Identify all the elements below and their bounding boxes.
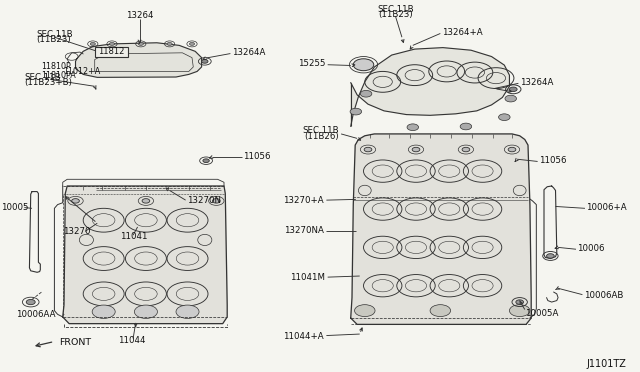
- Text: J1101TZ: J1101TZ: [586, 359, 626, 369]
- Circle shape: [460, 123, 472, 130]
- Circle shape: [355, 305, 375, 317]
- Text: (11B23+B): (11B23+B): [24, 78, 72, 87]
- Text: 15255: 15255: [298, 60, 325, 68]
- Text: 10006+A: 10006+A: [586, 203, 627, 212]
- FancyBboxPatch shape: [95, 46, 128, 57]
- Circle shape: [499, 114, 510, 121]
- Text: 11041M: 11041M: [290, 273, 325, 282]
- Text: 10006: 10006: [577, 244, 605, 253]
- Circle shape: [189, 42, 195, 45]
- Circle shape: [350, 108, 362, 115]
- Text: 11810PA: 11810PA: [42, 71, 76, 80]
- Circle shape: [430, 305, 451, 317]
- Circle shape: [212, 199, 220, 203]
- Circle shape: [109, 42, 115, 45]
- Circle shape: [516, 300, 524, 304]
- Text: SEC.11B: SEC.11B: [303, 126, 339, 135]
- Polygon shape: [76, 43, 202, 77]
- Text: 11810P: 11810P: [42, 62, 71, 71]
- Text: 10006AA: 10006AA: [16, 310, 56, 319]
- Circle shape: [412, 147, 420, 152]
- Text: 13264: 13264: [126, 11, 153, 20]
- Circle shape: [360, 90, 372, 97]
- Circle shape: [90, 42, 95, 45]
- Text: SEC.11B: SEC.11B: [377, 5, 414, 14]
- Text: 13270: 13270: [63, 227, 90, 236]
- Text: 11044+A: 11044+A: [284, 332, 324, 341]
- Circle shape: [462, 147, 470, 152]
- Text: SEC.11B: SEC.11B: [24, 73, 61, 81]
- Circle shape: [509, 305, 530, 317]
- Text: 11041: 11041: [120, 232, 148, 241]
- Text: 11056: 11056: [539, 156, 566, 165]
- Text: (11B23): (11B23): [36, 35, 71, 44]
- Circle shape: [202, 60, 208, 63]
- Text: 11012+A: 11012+A: [63, 67, 100, 76]
- Text: 11812: 11812: [98, 47, 125, 56]
- Text: 10005: 10005: [1, 203, 29, 212]
- Circle shape: [167, 42, 172, 45]
- Text: SEC.11B: SEC.11B: [36, 30, 73, 39]
- Circle shape: [92, 305, 115, 318]
- Circle shape: [505, 95, 516, 102]
- Circle shape: [364, 147, 372, 152]
- Text: (11B26): (11B26): [305, 132, 339, 141]
- Circle shape: [72, 199, 79, 203]
- Text: 10005A: 10005A: [525, 309, 558, 318]
- Text: (11B23): (11B23): [378, 10, 413, 19]
- Circle shape: [508, 147, 516, 152]
- Text: 13264A: 13264A: [232, 48, 265, 57]
- Circle shape: [138, 42, 143, 45]
- Circle shape: [134, 305, 157, 318]
- Circle shape: [176, 305, 199, 318]
- Text: 11044: 11044: [118, 336, 146, 345]
- Text: FRONT: FRONT: [59, 338, 91, 347]
- Circle shape: [353, 59, 374, 71]
- Polygon shape: [351, 134, 531, 324]
- Text: 13270+A: 13270+A: [284, 196, 324, 205]
- Circle shape: [547, 254, 554, 258]
- Circle shape: [26, 299, 35, 305]
- Text: 13270N: 13270N: [187, 196, 221, 205]
- Text: 13264A: 13264A: [520, 78, 553, 87]
- Circle shape: [509, 87, 517, 92]
- Text: 10006AB: 10006AB: [584, 291, 623, 300]
- Circle shape: [407, 124, 419, 131]
- Text: 13270NA: 13270NA: [284, 226, 324, 235]
- Text: 11056: 11056: [243, 153, 271, 161]
- Polygon shape: [351, 48, 509, 126]
- Polygon shape: [63, 186, 227, 324]
- Text: 13264+A: 13264+A: [442, 28, 482, 37]
- Circle shape: [142, 199, 150, 203]
- Circle shape: [203, 159, 209, 163]
